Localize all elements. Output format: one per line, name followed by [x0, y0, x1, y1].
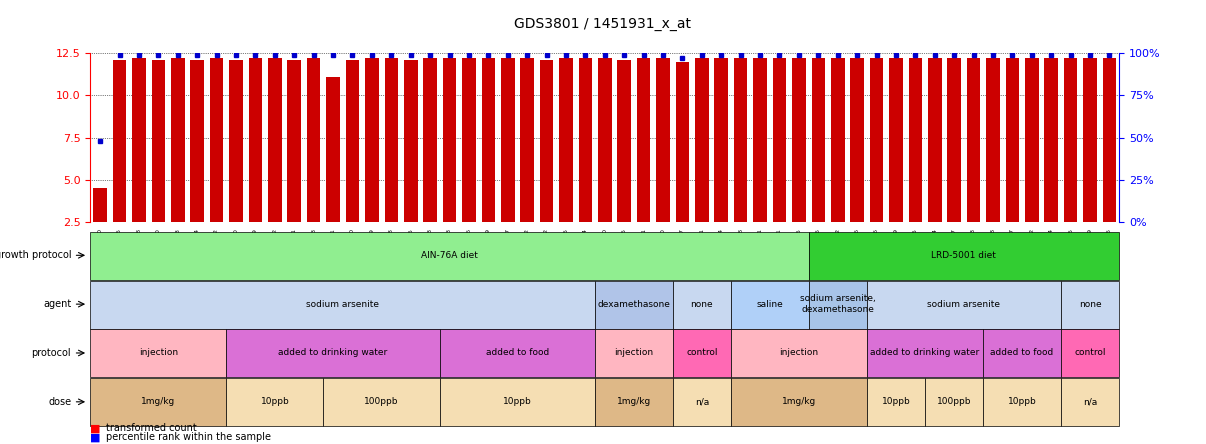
Bar	[850, 58, 863, 222]
Text: 100ppb: 100ppb	[364, 397, 399, 406]
Text: ■: ■	[90, 432, 101, 442]
Bar	[948, 58, 961, 222]
Text: protocol: protocol	[31, 348, 71, 358]
Bar	[1025, 58, 1038, 222]
Bar	[598, 58, 611, 222]
Text: LRD-5001 diet: LRD-5001 diet	[931, 251, 996, 260]
Bar	[870, 58, 883, 222]
Text: sodium arsenite: sodium arsenite	[306, 300, 379, 309]
Text: 1mg/kg: 1mg/kg	[141, 397, 176, 406]
Bar	[287, 60, 302, 222]
Bar	[714, 58, 728, 222]
Text: 1mg/kg: 1mg/kg	[616, 397, 651, 406]
Bar	[734, 58, 748, 222]
Bar	[385, 58, 398, 222]
Text: added to food: added to food	[990, 349, 1054, 357]
Bar	[462, 58, 475, 222]
Text: percentile rank within the sample: percentile rank within the sample	[106, 432, 271, 442]
Bar	[423, 58, 437, 222]
Text: injection: injection	[139, 349, 178, 357]
Bar	[695, 58, 709, 222]
Bar	[171, 58, 185, 222]
Bar	[152, 60, 165, 222]
Bar	[248, 58, 262, 222]
Text: dexamethasone: dexamethasone	[597, 300, 671, 309]
Bar	[520, 58, 534, 222]
Text: GDS3801 / 1451931_x_at: GDS3801 / 1451931_x_at	[515, 17, 691, 31]
Bar	[500, 58, 515, 222]
Text: 10ppb: 10ppb	[260, 397, 289, 406]
Bar	[1102, 58, 1117, 222]
Bar	[754, 58, 767, 222]
Text: 100ppb: 100ppb	[937, 397, 972, 406]
Bar	[617, 60, 631, 222]
Text: added to food: added to food	[486, 349, 549, 357]
Text: sodium arsenite: sodium arsenite	[927, 300, 1001, 309]
Text: control: control	[686, 349, 718, 357]
Text: 10ppb: 10ppb	[1008, 397, 1036, 406]
Bar	[327, 77, 340, 222]
Text: AIN-76A diet: AIN-76A diet	[421, 251, 478, 260]
Bar	[889, 58, 903, 222]
Text: dose: dose	[48, 397, 71, 407]
Text: control: control	[1075, 349, 1106, 357]
Bar	[908, 58, 923, 222]
Bar	[93, 188, 107, 222]
Text: agent: agent	[43, 299, 71, 309]
Bar	[927, 58, 942, 222]
Bar	[540, 60, 554, 222]
Bar	[191, 60, 204, 222]
Bar	[133, 58, 146, 222]
Bar	[306, 58, 321, 222]
Bar	[346, 60, 359, 222]
Text: transformed count: transformed count	[106, 424, 197, 433]
Text: 10ppb: 10ppb	[503, 397, 532, 406]
Text: injection: injection	[779, 349, 819, 357]
Bar	[812, 58, 825, 222]
Bar	[481, 58, 496, 222]
Text: n/a: n/a	[695, 397, 709, 406]
Bar	[365, 58, 379, 222]
Text: 10ppb: 10ppb	[882, 397, 911, 406]
Bar	[987, 58, 1000, 222]
Text: ■: ■	[90, 424, 101, 433]
Bar	[229, 60, 242, 222]
Bar	[210, 58, 223, 222]
Text: saline: saline	[756, 300, 783, 309]
Bar	[792, 58, 806, 222]
Bar	[560, 58, 573, 222]
Bar	[1006, 58, 1019, 222]
Text: 1mg/kg: 1mg/kg	[781, 397, 816, 406]
Bar	[1064, 58, 1077, 222]
Bar	[831, 58, 844, 222]
Bar	[113, 60, 127, 222]
Text: sodium arsenite,
dexamethasone: sodium arsenite, dexamethasone	[800, 294, 876, 314]
Text: injection: injection	[614, 349, 654, 357]
Text: added to drinking water: added to drinking water	[871, 349, 979, 357]
Text: none: none	[691, 300, 713, 309]
Bar	[579, 58, 592, 222]
Bar	[1083, 58, 1096, 222]
Bar	[773, 58, 786, 222]
Text: added to drinking water: added to drinking water	[279, 349, 387, 357]
Bar	[637, 58, 650, 222]
Bar	[404, 60, 417, 222]
Bar	[268, 58, 282, 222]
Text: growth protocol: growth protocol	[0, 250, 71, 260]
Text: none: none	[1078, 300, 1101, 309]
Bar	[675, 62, 690, 222]
Bar	[967, 58, 980, 222]
Text: n/a: n/a	[1083, 397, 1097, 406]
Bar	[656, 58, 669, 222]
Bar	[443, 58, 456, 222]
Bar	[1044, 58, 1058, 222]
